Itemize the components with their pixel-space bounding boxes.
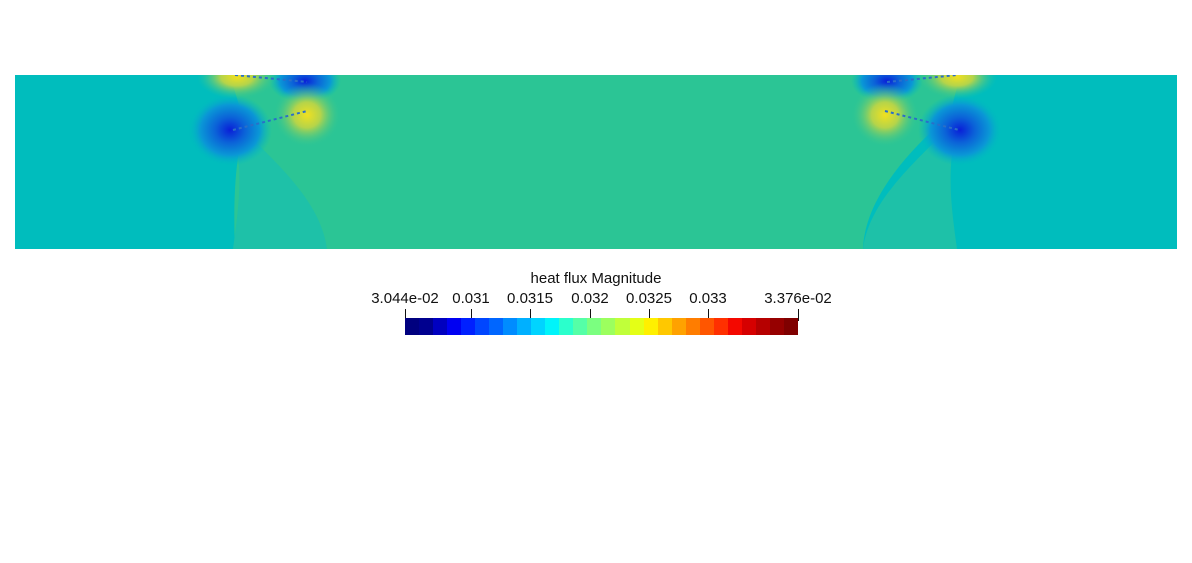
colorbar-segment [713,318,728,335]
scalar-bar-tick-mark [471,309,472,321]
colorbar-segment [489,318,504,335]
colorbar-segment [433,318,448,335]
colorbar-segment [405,318,420,335]
low-flux-zone-right [918,94,1002,166]
colorbar-segment [671,318,686,335]
scalar-bar-tick-label: 3.044e-02 [371,290,439,307]
colorbar-segment [447,318,462,335]
scalar-bar-tick-mark [590,309,591,321]
crack-line-left-upper [234,75,308,83]
scalar-bar-tick-label: 3.376e-02 [764,290,832,307]
colorbar-segment [699,318,714,335]
high-flux-zone-right-top [917,75,997,99]
colorbar-segment [503,318,518,335]
scalar-bar-tick-label: 0.033 [689,290,727,307]
heat-flux-field-plot [15,75,1177,249]
low-flux-zone-left [188,94,272,166]
scalar-bar-tick-mark [649,309,650,321]
colorbar-segment [727,318,742,335]
colorbar-segment [657,318,672,335]
field-center-band [230,75,960,249]
scalar-bar-tick-label: 0.0325 [626,290,672,307]
scalar-bar-tick-label: 0.0315 [507,290,553,307]
colorbar-segment [573,318,588,335]
scalar-bar-tick-label: 0.032 [571,290,609,307]
crack-line-right-lower [884,110,960,131]
colorbar-segment [629,318,644,335]
scalar-bar-tick-label: 0.031 [452,290,490,307]
colorbar-segment [601,318,616,335]
scalar-bar-colorbar [405,318,798,335]
colorbar-segment [531,318,546,335]
colorbar-segment [559,318,574,335]
colorbar-segment [755,318,770,335]
colorbar-segment [769,318,784,335]
colorbar-segment [475,318,490,335]
scalar-bar-tick-mark [530,309,531,321]
colorbar-segment [419,318,434,335]
colorbar-segment [615,318,630,335]
colorbar-segment [741,318,756,335]
high-flux-zone-left [273,83,341,147]
colorbar-segment [587,318,602,335]
colorbar-segment [685,318,700,335]
scalar-bar-tick-mark [798,309,799,321]
high-flux-zone-left-top [197,75,277,99]
colorbar-segment [545,318,560,335]
colorbar-segment [783,318,798,335]
colorbar-segment [517,318,532,335]
scalar-bar-tick-mark [405,309,406,321]
colorbar-segment [643,318,658,335]
scalar-bar-title: heat flux Magnitude [530,270,662,287]
colorbar-segment [461,318,476,335]
crack-line-left-lower [232,110,308,131]
scalar-bar-tick-mark [708,309,709,321]
high-flux-zone-right [851,83,919,147]
